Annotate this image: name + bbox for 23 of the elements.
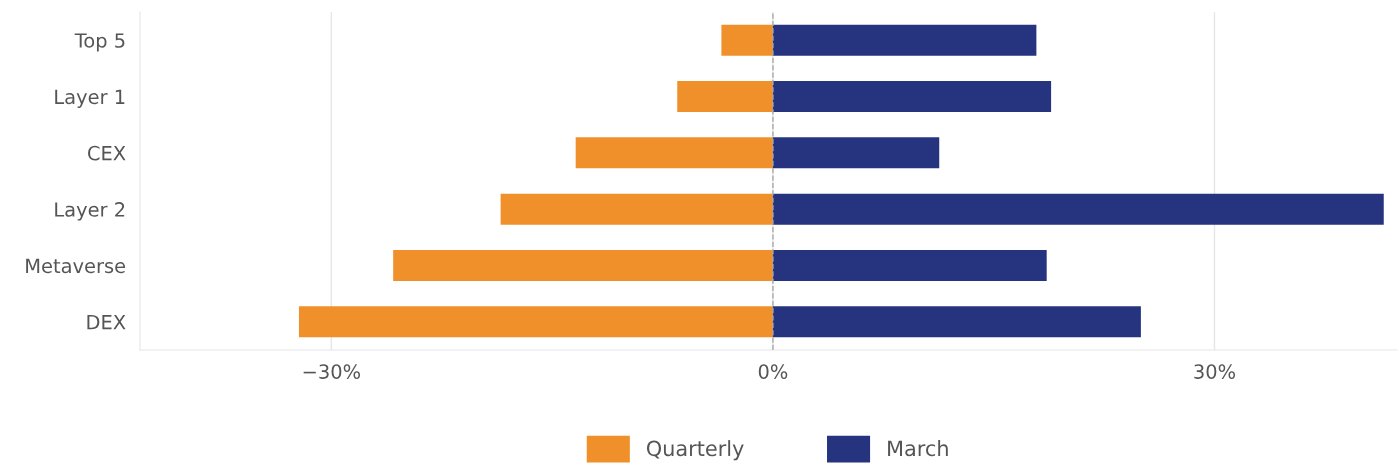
- y-tick-label: Layer 2: [55, 202, 125, 221]
- bar: [575, 137, 773, 169]
- x-tick-label: 0%: [758, 364, 788, 379]
- y-tick-label: Metaverse: [26, 258, 126, 274]
- bar: [772, 81, 1052, 112]
- bar: [393, 250, 773, 281]
- bar: [298, 306, 773, 338]
- x-tick-label: 30%: [1194, 364, 1236, 379]
- y-tick-label: Top 5: [74, 33, 125, 52]
- y-tick-label: CEX: [88, 145, 126, 161]
- bar: [772, 193, 1384, 225]
- bar: [677, 81, 773, 112]
- bar: [772, 250, 1047, 281]
- legend-label: Quarterly: [646, 440, 744, 461]
- bar: [772, 24, 1037, 56]
- legend-label: March: [888, 440, 948, 457]
- bar: [721, 24, 773, 56]
- y-tick-label: DEX: [87, 315, 126, 330]
- bar: [772, 137, 940, 169]
- y-tick-label: Layer 1: [55, 89, 125, 108]
- bar: [772, 306, 1141, 338]
- x-tick-label: −30%: [303, 364, 361, 379]
- bar: [500, 193, 773, 225]
